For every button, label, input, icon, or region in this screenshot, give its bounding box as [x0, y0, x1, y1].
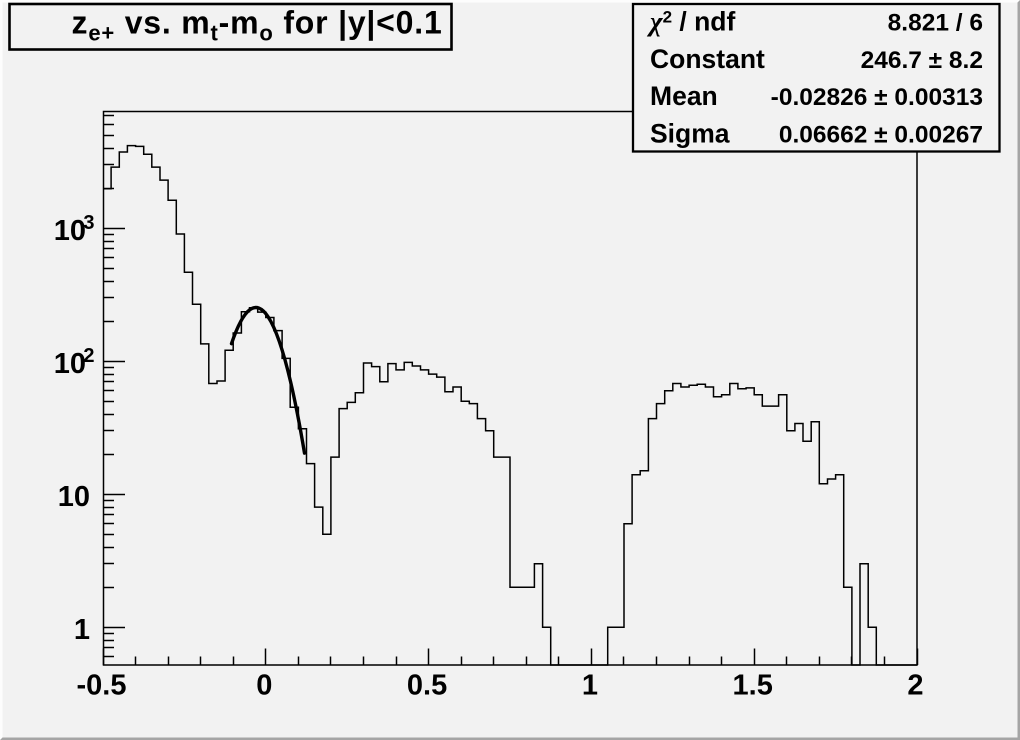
svg-text:χ2 / ndf: χ2 / ndf [646, 7, 735, 37]
svg-text:2: 2 [83, 345, 94, 367]
svg-text:Mean: Mean [650, 81, 718, 111]
svg-text:10: 10 [58, 481, 90, 513]
svg-text:1: 1 [74, 614, 90, 646]
svg-text:10: 10 [54, 348, 86, 380]
svg-text:8.821 / 6: 8.821 / 6 [888, 10, 983, 37]
svg-text:246.7 ± 8.2: 246.7 ± 8.2 [861, 47, 983, 74]
svg-text:1.5: 1.5 [733, 670, 773, 702]
svg-text:-0.5: -0.5 [77, 670, 127, 702]
svg-text:-0.02826 ± 0.00313: -0.02826 ± 0.00313 [771, 84, 983, 111]
svg-text:0.06662 ± 0.00267: 0.06662 ± 0.00267 [779, 122, 983, 149]
svg-text:10: 10 [54, 215, 86, 247]
svg-text:Sigma: Sigma [650, 119, 730, 149]
svg-text:0.5: 0.5 [407, 670, 447, 702]
svg-text:3: 3 [83, 212, 94, 234]
svg-text:1: 1 [582, 670, 598, 702]
svg-text:Constant: Constant [650, 44, 765, 74]
svg-text:ze+ vs. mt-mo for |y|<0.1: ze+ vs. mt-mo for |y|<0.1 [72, 5, 443, 46]
svg-text:2: 2 [907, 670, 923, 702]
svg-text:0: 0 [256, 670, 272, 702]
